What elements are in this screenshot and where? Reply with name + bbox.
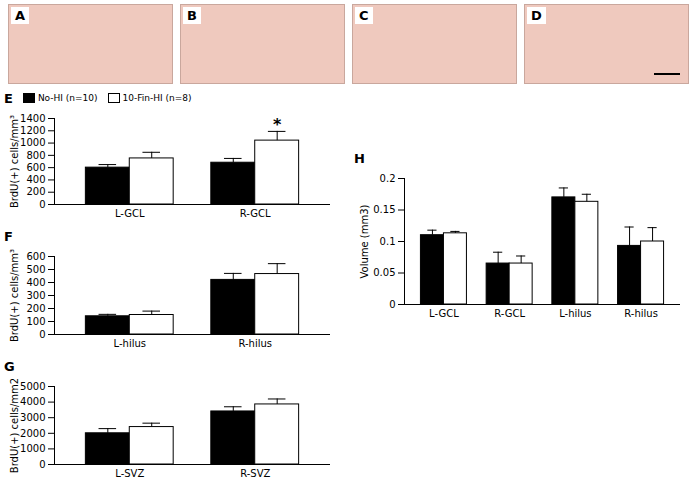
svg-text:0: 0 xyxy=(39,459,45,470)
svg-text:800: 800 xyxy=(26,150,45,161)
html-text:F: F xyxy=(4,228,13,244)
html-text:A: A xyxy=(15,8,26,23)
svg-text:BrdU(+) cells/mm2: BrdU(+) cells/mm2 xyxy=(9,378,20,473)
svg-text:400: 400 xyxy=(26,277,45,288)
svg-text:R-GCL: R-GCL xyxy=(240,208,271,219)
svg-text:BrdU(+) cells/mm³: BrdU(+) cells/mm³ xyxy=(9,115,20,208)
html-text:H: H xyxy=(354,150,365,166)
svg-text:300: 300 xyxy=(26,290,45,301)
svg-text:200: 200 xyxy=(26,186,45,197)
svg-text:1000: 1000 xyxy=(20,443,45,454)
svg-text:R-hilus: R-hilus xyxy=(238,338,272,349)
html-text:B: B xyxy=(187,8,197,23)
html-text:No-HI (n=10): No-HI (n=10) xyxy=(37,92,98,103)
svg-text:0: 0 xyxy=(39,329,45,340)
html-text:C: C xyxy=(359,8,369,23)
html-text:E: E xyxy=(4,90,13,106)
svg-text:L-hilus: L-hilus xyxy=(559,308,591,319)
svg-text:L-GCL: L-GCL xyxy=(115,208,145,219)
html-text:D: D xyxy=(531,8,542,23)
svg-text:400: 400 xyxy=(26,174,45,185)
svg-text:0.2: 0.2 xyxy=(380,173,396,184)
svg-text:R-hilus: R-hilus xyxy=(624,308,658,319)
svg-text:R-SVZ: R-SVZ xyxy=(240,468,270,479)
svg-text:BrdU(+) cells/mm³: BrdU(+) cells/mm³ xyxy=(9,249,20,342)
svg-text:3000: 3000 xyxy=(20,412,45,423)
svg-text:5000: 5000 xyxy=(20,381,45,392)
svg-text:R-GCL: R-GCL xyxy=(494,308,525,319)
svg-text:0: 0 xyxy=(39,199,45,210)
svg-text:0.05: 0.05 xyxy=(373,267,395,278)
svg-text:2000: 2000 xyxy=(20,428,45,439)
svg-text:L-hilus: L-hilus xyxy=(114,338,146,349)
svg-text:L-GCL: L-GCL xyxy=(429,308,459,319)
svg-text:600: 600 xyxy=(26,251,45,262)
svg-text:*: * xyxy=(273,115,282,134)
svg-text:500: 500 xyxy=(26,264,45,275)
svg-text:1400: 1400 xyxy=(20,113,45,124)
html-text:G: G xyxy=(4,358,15,374)
svg-text:4000: 4000 xyxy=(20,396,45,407)
svg-text:200: 200 xyxy=(26,303,45,314)
svg-text:1200: 1200 xyxy=(20,125,45,136)
html-text:10-Fin-HI (n=8): 10-Fin-HI (n=8) xyxy=(122,92,192,103)
svg-text:1000: 1000 xyxy=(20,137,45,148)
svg-text:600: 600 xyxy=(26,162,45,173)
svg-text:0.1: 0.1 xyxy=(380,236,396,247)
svg-text:100: 100 xyxy=(26,316,45,327)
svg-text:Volume (mm3): Volume (mm3) xyxy=(359,204,370,278)
svg-text:0: 0 xyxy=(389,299,395,310)
svg-text:L-SVZ: L-SVZ xyxy=(115,468,144,479)
svg-text:0.15: 0.15 xyxy=(373,204,395,215)
